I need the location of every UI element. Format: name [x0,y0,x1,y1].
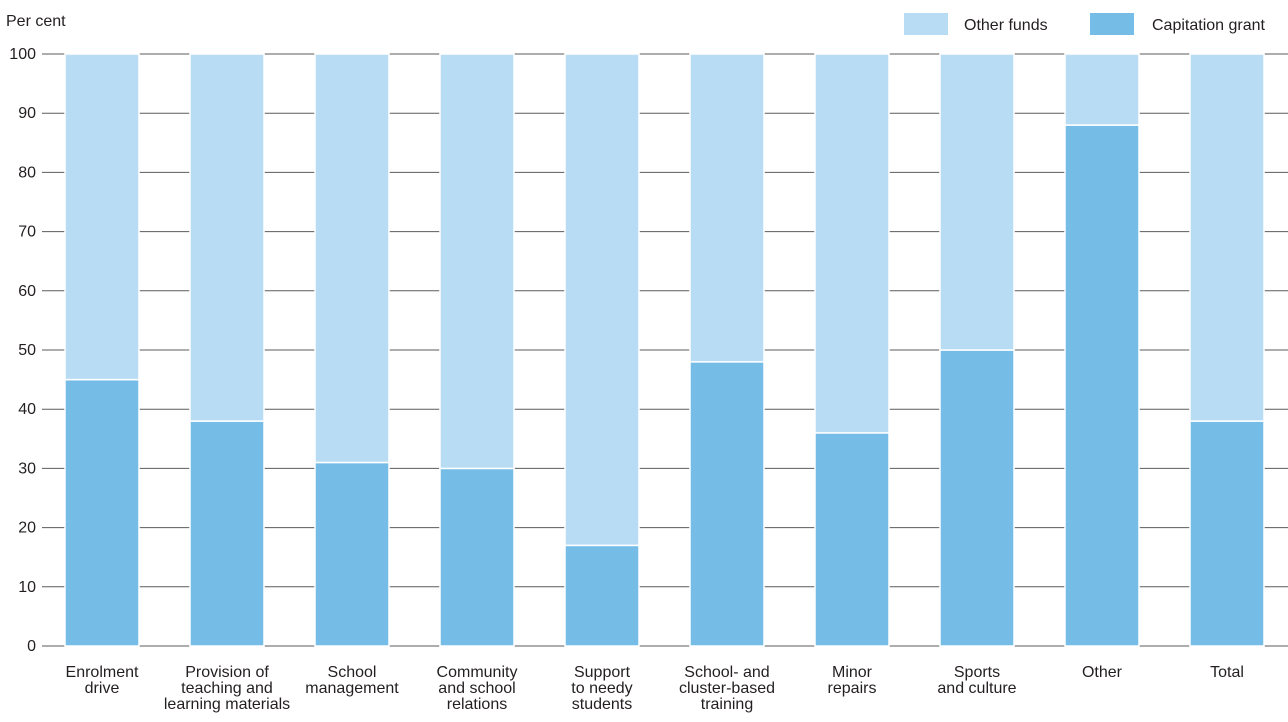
category-label: Provision of teaching and learning materia… [164,664,290,713]
legend: Other funds Capitation grant [904,13,1266,35]
bar-other-funds [564,53,640,547]
y-tick-label: 100 [9,46,36,63]
category-label: School- and cluster-based training [679,664,775,713]
bar-capitation-grant [64,378,140,647]
bar-other-funds [814,53,890,434]
bar-capitation-grant [189,420,265,647]
bar-capitation-grant [1064,124,1140,647]
legend-swatch [1090,13,1134,35]
category-label: Sports and culture [937,664,1016,697]
y-tick-label: 60 [18,283,36,300]
bar-other-funds [189,53,265,422]
category-label: Total [1210,664,1244,681]
bar-capitation-grant [439,467,515,647]
bar-capitation-grant [689,361,765,647]
legend-swatch [904,13,948,35]
bar-capitation-grant [939,349,1015,647]
y-tick-label: 40 [18,401,36,418]
y-tick-label: 10 [18,579,36,596]
bar-other-funds [939,53,1015,351]
y-tick-label: 30 [18,460,36,477]
y-tick-label: 80 [18,164,36,181]
bar-other-funds [689,53,765,363]
bar-capitation-grant [1189,420,1265,647]
category-labels: Enrolment drive Provision of teaching and le… [66,664,1244,713]
y-axis-title: Per cent [6,13,66,30]
bar-other-funds [439,53,515,470]
category-label: Other [1082,664,1123,681]
bar-other-funds [64,53,140,381]
bar-capitation-grant [564,544,640,647]
category-label: Minor repairs [828,664,877,697]
bar-other-funds [1189,53,1265,422]
legend-label: Capitation grant [1152,17,1266,34]
y-tick-labels: 0 10 20 30 40 50 60 70 80 90 100 [9,46,36,655]
legend-label: Other funds [964,17,1048,34]
y-tick-label: 50 [18,342,36,359]
bar-other-funds [314,53,390,464]
category-label: Community and school relations [437,664,518,713]
bar-capitation-grant [814,432,890,647]
y-tick-label: 0 [27,638,36,655]
bars [64,53,1265,647]
bar-other-funds [1064,53,1140,126]
y-tick-label: 70 [18,224,36,241]
category-label: Support to needy students [571,664,632,713]
y-tick-label: 20 [18,520,36,537]
bar-capitation-grant [314,461,390,647]
y-tick-label: 90 [18,105,36,122]
category-label: Enrolment drive [66,664,139,697]
category-label: School management [305,664,399,697]
